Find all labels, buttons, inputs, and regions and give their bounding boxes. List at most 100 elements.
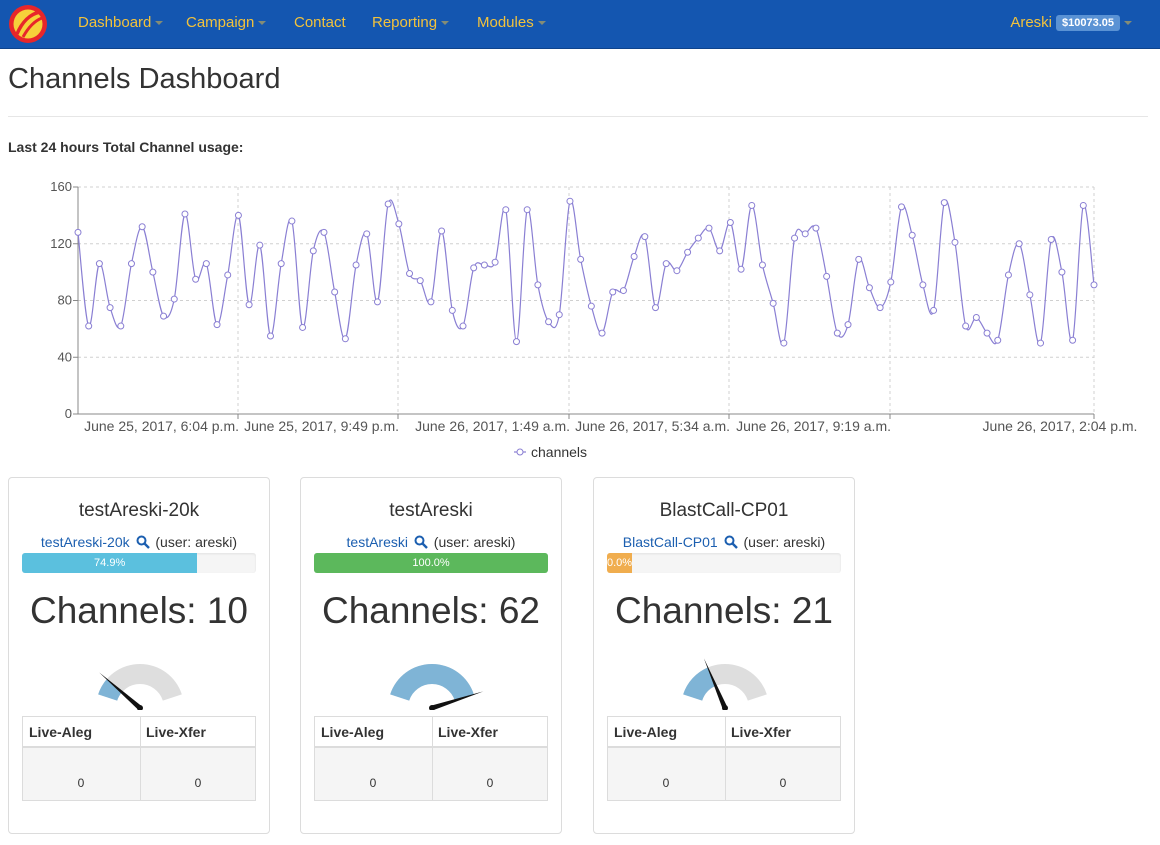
data-point[interactable]: [256, 241, 264, 249]
data-point[interactable]: [117, 322, 125, 330]
campaign-link[interactable]: BlastCall-CP01: [622, 534, 718, 550]
data-point[interactable]: [267, 332, 275, 340]
data-point[interactable]: [192, 275, 200, 283]
data-point[interactable]: [1058, 268, 1066, 276]
search-icon[interactable]: [136, 535, 150, 549]
data-point[interactable]: [352, 261, 360, 269]
data-point[interactable]: [705, 224, 713, 232]
data-point[interactable]: [748, 201, 756, 209]
data-point[interactable]: [320, 228, 328, 236]
user-menu[interactable]: Areski $10073.05: [1010, 14, 1132, 31]
data-point[interactable]: [363, 230, 371, 238]
data-point[interactable]: [1015, 240, 1023, 248]
data-point[interactable]: [1047, 235, 1055, 243]
data-point[interactable]: [277, 260, 285, 268]
data-point[interactable]: [887, 278, 895, 286]
data-point[interactable]: [384, 200, 392, 208]
data-point[interactable]: [823, 272, 831, 280]
data-point[interactable]: [1069, 336, 1077, 344]
data-point[interactable]: [234, 211, 242, 219]
data-point[interactable]: [459, 322, 467, 330]
data-point[interactable]: [919, 281, 927, 289]
data-point[interactable]: [897, 203, 905, 211]
data-point[interactable]: [951, 238, 959, 246]
data-point[interactable]: [427, 298, 435, 306]
data-point[interactable]: [930, 306, 938, 314]
data-point[interactable]: [534, 281, 542, 289]
data-point[interactable]: [716, 247, 724, 255]
data-point[interactable]: [812, 224, 820, 232]
data-point[interactable]: [1079, 201, 1087, 209]
data-point[interactable]: [213, 321, 221, 329]
data-point[interactable]: [1090, 281, 1098, 289]
data-point[interactable]: [983, 329, 991, 337]
data-point[interactable]: [85, 322, 93, 330]
campaign-link[interactable]: testAreski: [346, 534, 408, 550]
data-point[interactable]: [448, 306, 456, 314]
search-icon[interactable]: [414, 535, 428, 549]
data-point[interactable]: [170, 295, 178, 303]
data-point[interactable]: [555, 311, 563, 319]
nav-dashboard[interactable]: Dashboard: [78, 14, 164, 31]
data-point[interactable]: [470, 264, 478, 272]
data-point[interactable]: [106, 304, 114, 312]
data-point[interactable]: [373, 298, 381, 306]
data-point[interactable]: [844, 321, 852, 329]
logo-icon[interactable]: [8, 4, 48, 44]
data-point[interactable]: [202, 260, 210, 268]
data-point[interactable]: [769, 299, 777, 307]
data-point[interactable]: [138, 223, 146, 231]
data-point[interactable]: [1026, 291, 1034, 299]
data-point[interactable]: [181, 210, 189, 218]
data-point[interactable]: [149, 268, 157, 276]
data-point[interactable]: [962, 322, 970, 330]
data-point[interactable]: [480, 261, 488, 269]
data-point[interactable]: [662, 260, 670, 268]
data-point[interactable]: [791, 234, 799, 242]
data-point[interactable]: [341, 335, 349, 343]
data-point[interactable]: [994, 336, 1002, 344]
data-point[interactable]: [331, 288, 339, 296]
nav-reporting[interactable]: Reporting: [372, 14, 450, 31]
data-point[interactable]: [865, 284, 873, 292]
data-point[interactable]: [737, 265, 745, 273]
data-point[interactable]: [395, 220, 403, 228]
data-point[interactable]: [694, 234, 702, 242]
data-point[interactable]: [598, 329, 606, 337]
data-point[interactable]: [673, 267, 681, 275]
data-point[interactable]: [876, 304, 884, 312]
data-point[interactable]: [127, 260, 135, 268]
data-point[interactable]: [416, 277, 424, 285]
data-point[interactable]: [245, 301, 253, 309]
data-point[interactable]: [940, 199, 948, 207]
data-point[interactable]: [512, 338, 520, 346]
data-point[interactable]: [726, 218, 734, 226]
data-point[interactable]: [545, 318, 553, 326]
data-point[interactable]: [609, 288, 617, 296]
data-point[interactable]: [908, 231, 916, 239]
nav-modules[interactable]: Modules: [477, 14, 546, 31]
data-point[interactable]: [641, 233, 649, 241]
data-point[interactable]: [780, 339, 788, 347]
data-point[interactable]: [619, 287, 627, 295]
data-point[interactable]: [630, 253, 638, 261]
data-point[interactable]: [684, 248, 692, 256]
data-point[interactable]: [224, 271, 232, 279]
data-point[interactable]: [491, 258, 499, 266]
campaign-link[interactable]: testAreski-20k: [40, 534, 130, 550]
data-point[interactable]: [502, 206, 510, 214]
data-point[interactable]: [801, 230, 809, 238]
data-point[interactable]: [833, 329, 841, 337]
data-point[interactable]: [160, 312, 168, 320]
data-point[interactable]: [577, 255, 585, 263]
data-point[interactable]: [438, 227, 446, 235]
data-point[interactable]: [587, 302, 595, 310]
data-point[interactable]: [288, 217, 296, 225]
data-point[interactable]: [309, 247, 317, 255]
nav-contact[interactable]: Contact: [294, 14, 346, 31]
data-point[interactable]: [652, 304, 660, 312]
data-point[interactable]: [758, 261, 766, 269]
data-point[interactable]: [1004, 271, 1012, 279]
data-point[interactable]: [95, 260, 103, 268]
data-point[interactable]: [299, 323, 307, 331]
